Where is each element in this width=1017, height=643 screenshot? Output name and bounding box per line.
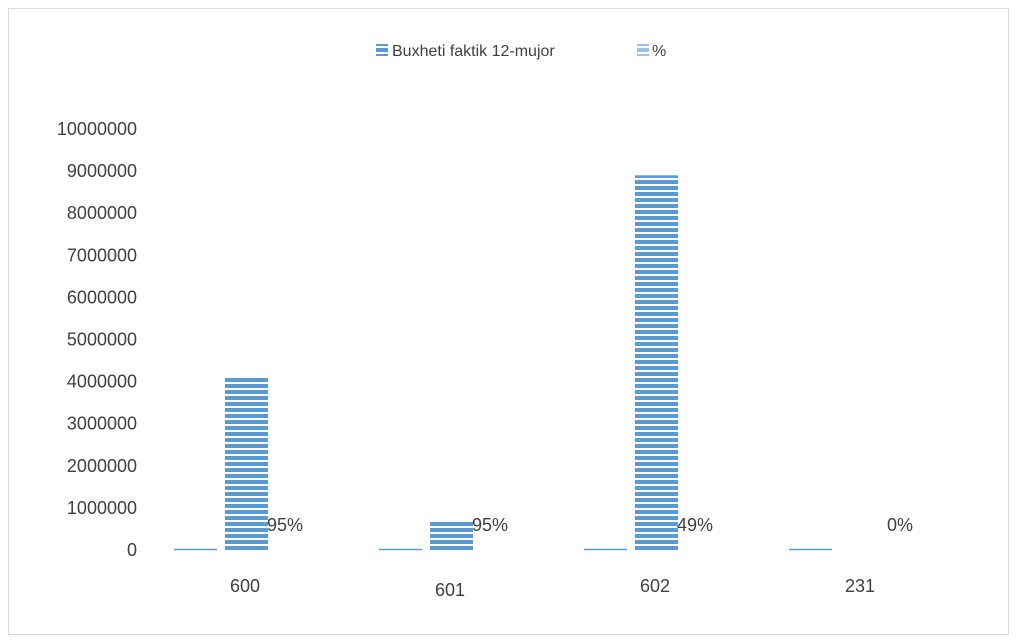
- x-axis: 600 601 602 231: [230, 576, 875, 600]
- y-tick-label: 1000000: [67, 498, 137, 518]
- y-tick-label: 4000000: [67, 372, 137, 392]
- y-tick-label: 10000000: [57, 119, 137, 139]
- legend-label-main: Buxheti faktik 12-mujor: [392, 43, 555, 60]
- x-tick-label-601: 601: [435, 580, 465, 600]
- y-tick-label: 5000000: [67, 330, 137, 350]
- data-label-600: 95%: [267, 515, 303, 535]
- bar-600: [225, 377, 268, 550]
- x-tick-label-602: 602: [640, 576, 670, 596]
- data-label-602: 49%: [677, 515, 713, 535]
- y-axis: 0 1000000 2000000 3000000 4000000 5000000 6000…: [57, 119, 137, 560]
- bar-602: [635, 175, 678, 550]
- x-tick-label-231: 231: [845, 576, 875, 596]
- bars: [174, 175, 832, 551]
- y-tick-label: 2000000: [67, 456, 137, 476]
- legend-swatch-main: [376, 44, 388, 56]
- y-tick-label: 3000000: [67, 414, 137, 434]
- bar-601: [430, 520, 473, 550]
- x-tick-label-600: 600: [230, 576, 260, 596]
- y-tick-label: 8000000: [67, 203, 137, 223]
- chart-frame: [8, 8, 1009, 635]
- y-tick-label: 0: [127, 540, 137, 560]
- y-tick-label: 9000000: [67, 161, 137, 181]
- data-labels: 95% 95% 49% 0%: [267, 515, 913, 535]
- data-label-601: 95%: [472, 515, 508, 535]
- y-tick-label: 6000000: [67, 287, 137, 307]
- y-tick-label: 7000000: [67, 245, 137, 265]
- data-label-231: 0%: [887, 515, 913, 535]
- legend: Buxheti faktik 12-mujor %: [376, 43, 666, 60]
- legend-swatch-pct: [637, 44, 649, 56]
- legend-label-pct: %: [652, 43, 666, 60]
